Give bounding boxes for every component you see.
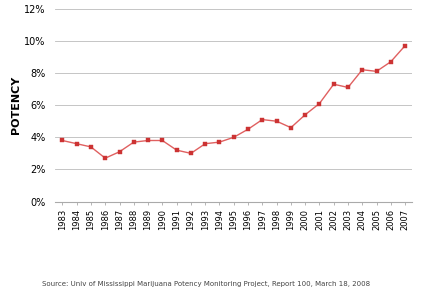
Text: Source: Univ of Mississippi Marijuana Potency Monitoring Project, Report 100, Ma: Source: Univ of Mississippi Marijuana Po… [42,281,371,287]
Y-axis label: POTENCY: POTENCY [11,76,21,134]
